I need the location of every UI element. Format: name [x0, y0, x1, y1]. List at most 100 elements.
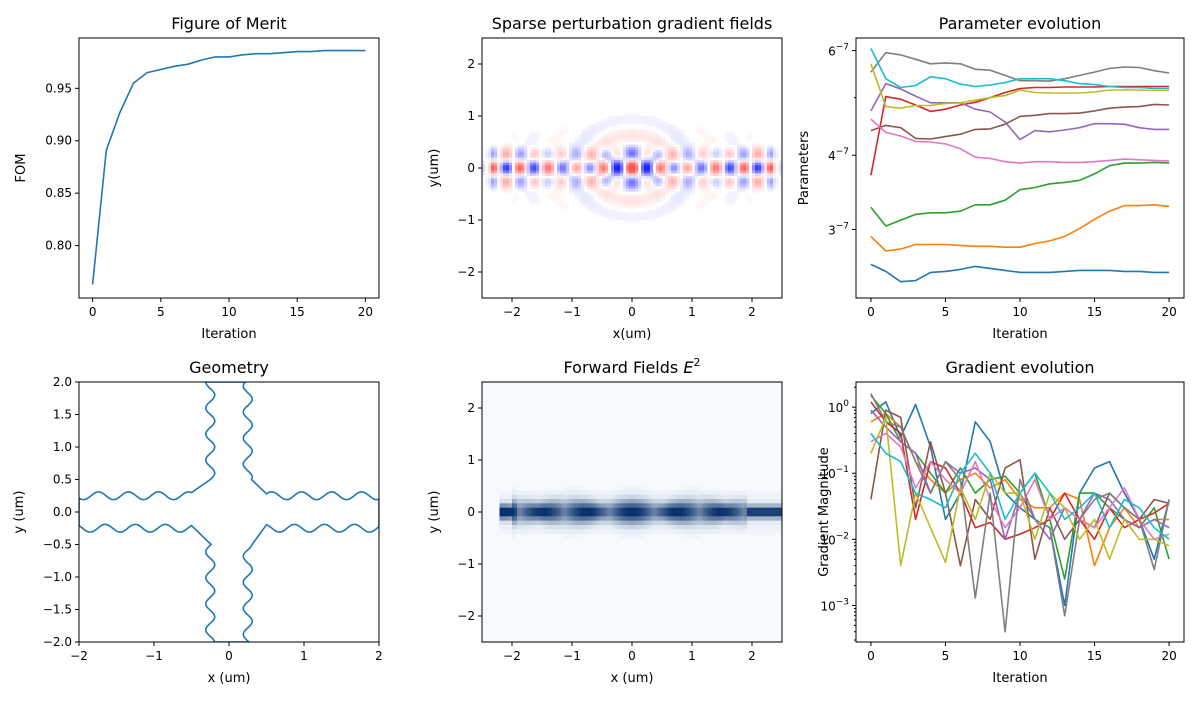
heatmap-cell — [665, 152, 669, 156]
heatmap-cell — [707, 503, 710, 508]
heatmap-cell — [695, 160, 699, 164]
y-tick-label-exponent: −1 — [836, 465, 849, 475]
chart-title-sup: 2 — [693, 356, 700, 369]
heatmap-cell — [644, 520, 648, 526]
heatmap-cell — [602, 499, 605, 504]
heatmap-cell — [502, 507, 505, 513]
heatmap-cell — [527, 503, 530, 508]
heatmap-cell — [622, 529, 625, 534]
heatmap-cell — [494, 162, 498, 166]
heatmap-cell — [519, 507, 523, 513]
heatmap-cell — [698, 201, 702, 205]
heatmap-cell — [674, 507, 678, 513]
heatmap-cell — [629, 212, 633, 216]
heatmap-cell — [626, 149, 630, 153]
heatmap-cell — [716, 194, 720, 197]
heatmap-cell — [599, 212, 603, 216]
chart-gradient-fields: Sparse perturbation gradient fields−2 −1 0… — [427, 14, 783, 342]
heatmap-cell — [719, 168, 723, 171]
heatmap-cell — [668, 168, 672, 171]
heatmap-cell — [672, 512, 675, 517]
heatmap-cell — [647, 209, 651, 213]
heatmap-cell — [632, 134, 636, 138]
heatmap-cell — [680, 149, 684, 153]
heatmap-cell — [554, 160, 558, 164]
heatmap-cell — [635, 188, 639, 192]
heatmap-cell — [755, 162, 759, 166]
heatmap-cell — [504, 529, 508, 534]
heatmap-cell — [701, 191, 705, 195]
heatmap-cell — [680, 131, 684, 135]
heatmap-cell — [689, 152, 693, 156]
heatmap-cell — [689, 186, 693, 190]
heatmap-cell — [714, 525, 718, 530]
heatmap-cell — [644, 170, 648, 174]
heatmap-cell — [597, 494, 600, 500]
heatmap-cell — [497, 160, 501, 164]
heatmap-cell — [590, 144, 594, 148]
heatmap-cell — [626, 157, 630, 161]
heatmap-cell — [517, 499, 520, 504]
heatmap-cell — [611, 201, 615, 205]
heatmap-cell — [509, 499, 513, 504]
heatmap-cell — [545, 186, 549, 190]
heatmap-cell — [572, 525, 575, 530]
heatmap-cell — [614, 525, 618, 530]
heatmap-cell — [732, 516, 735, 521]
heatmap-cell — [684, 486, 688, 491]
heatmap-cell — [662, 129, 666, 132]
heatmap-cell — [680, 204, 684, 208]
heatmap-cell — [594, 512, 598, 517]
heatmap-cell — [519, 512, 523, 517]
y-axis-label: y (um) — [427, 491, 442, 534]
heatmap-cell — [617, 204, 621, 208]
heatmap-cell — [562, 516, 565, 521]
heatmap-cell — [725, 136, 729, 140]
heatmap-cell — [701, 183, 705, 187]
heatmap-cell — [557, 136, 561, 140]
heatmap-cell — [742, 525, 745, 530]
heatmap-cell — [739, 529, 743, 534]
heatmap-cell — [761, 157, 765, 161]
heatmap-cell — [602, 188, 606, 192]
heatmap-cell — [724, 494, 728, 500]
heatmap-cell — [662, 181, 666, 184]
heatmap-cell — [512, 516, 515, 521]
series-line-5 — [870, 82, 1170, 141]
heatmap-cell — [755, 175, 759, 179]
heatmap-cell — [757, 512, 760, 517]
heatmap-cell — [674, 126, 678, 130]
heatmap-cell — [668, 199, 672, 203]
heatmap-cell — [638, 113, 642, 117]
heatmap-cell — [713, 160, 717, 164]
heatmap-cell — [671, 152, 675, 156]
heatmap-cell — [665, 212, 669, 216]
heatmap-cell — [647, 118, 651, 122]
heatmap-cell — [611, 155, 615, 158]
heatmap-cell — [524, 157, 528, 161]
heatmap-cell — [593, 178, 597, 182]
heatmap-cell — [549, 503, 553, 508]
x-tick-label: 10 — [1012, 649, 1027, 663]
heatmap-cell — [623, 194, 627, 197]
heatmap-cell — [582, 503, 585, 508]
heatmap-cell — [710, 155, 714, 158]
heatmap-cell — [599, 165, 603, 169]
heatmap-cell — [729, 525, 733, 530]
heatmap-cell — [657, 516, 660, 521]
heatmap-cell — [632, 533, 635, 539]
heatmap-cell — [626, 186, 630, 190]
heatmap-cell — [639, 516, 643, 521]
heatmap-cell — [712, 525, 715, 530]
heatmap-cell — [769, 490, 773, 495]
axes-frame — [78, 381, 380, 643]
heatmap-cell — [677, 183, 681, 187]
heatmap-cell — [617, 199, 621, 203]
heatmap-cell — [671, 126, 675, 130]
heatmap-cell — [662, 165, 666, 169]
heatmap-cell — [629, 194, 633, 197]
heatmap-cell — [679, 499, 683, 504]
heatmap-cell — [754, 525, 758, 530]
heatmap-cell — [674, 199, 678, 203]
heatmap-cell — [653, 118, 657, 122]
